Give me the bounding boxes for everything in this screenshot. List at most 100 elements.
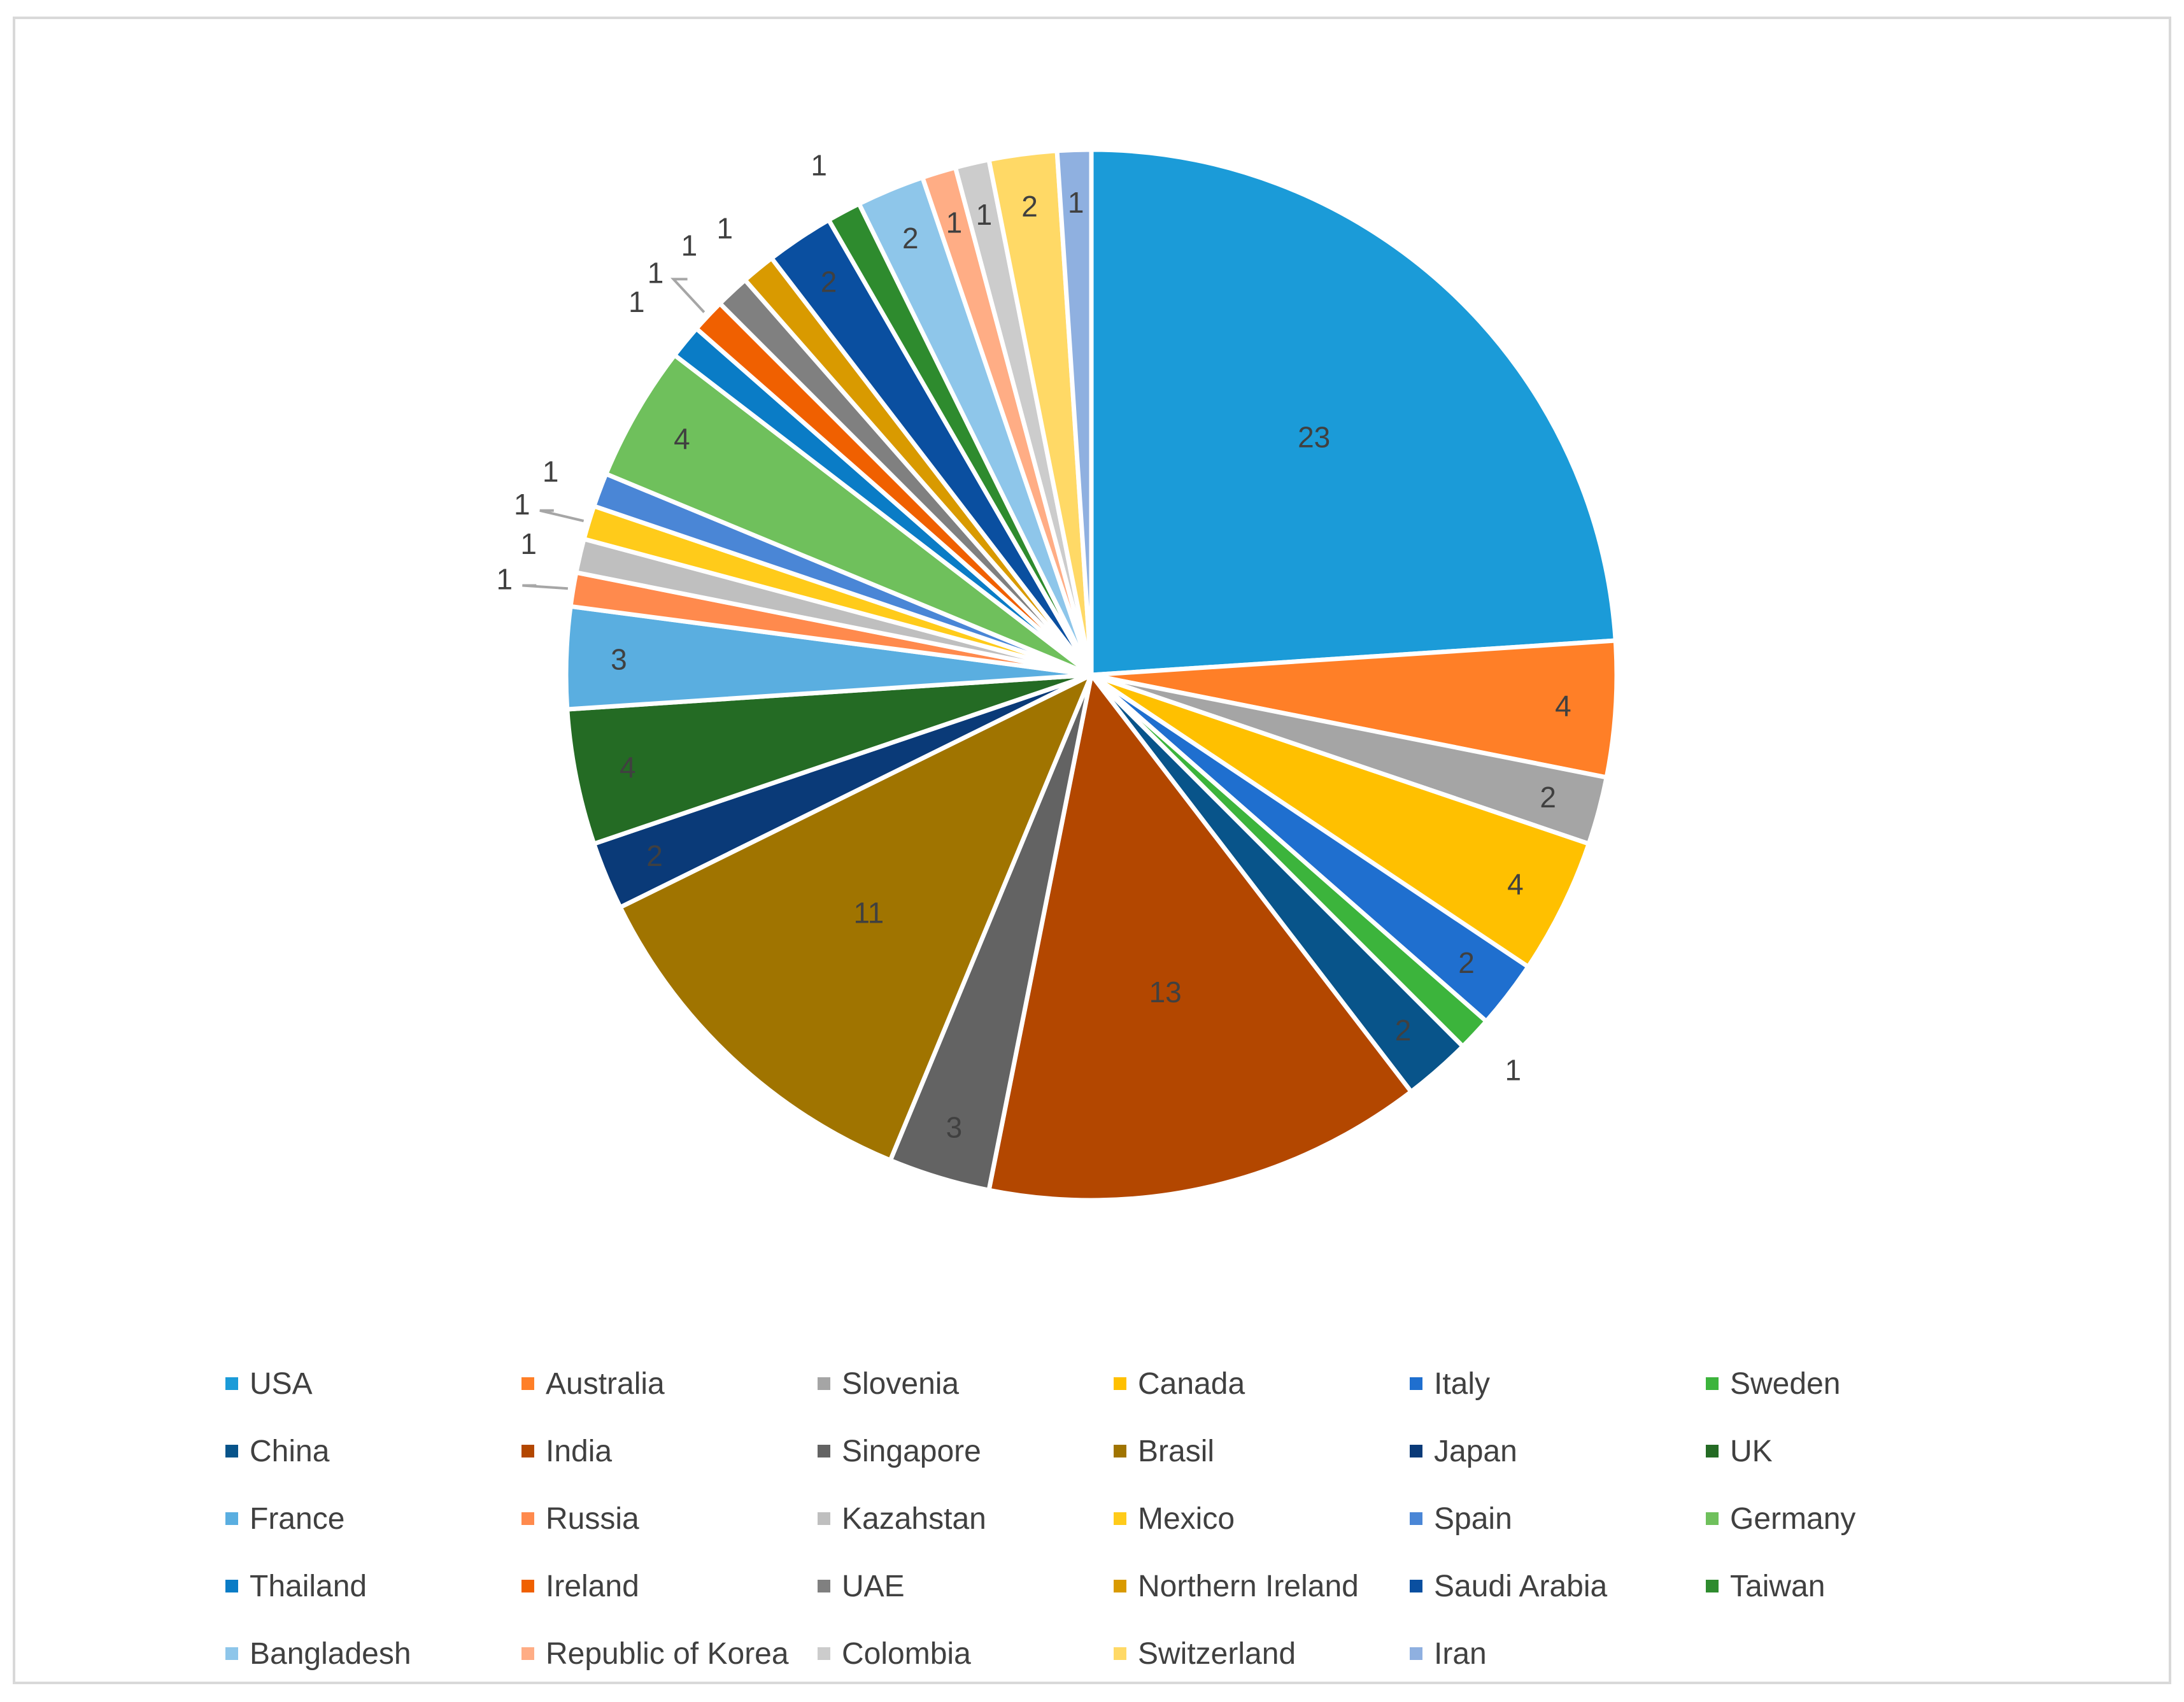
data-label: 1	[976, 198, 993, 231]
legend-swatch	[521, 1647, 534, 1660]
legend-label: Brasil	[1138, 1434, 1215, 1468]
data-label: 1	[520, 527, 537, 560]
legend-swatch	[521, 1580, 534, 1592]
data-label: 1	[628, 285, 645, 318]
legend-item: Brasil	[1114, 1434, 1410, 1469]
legend-label: Colombia	[842, 1636, 971, 1671]
legend-swatch	[1410, 1580, 1422, 1592]
legend-row: Bangladesh Republic of Korea Colombia Switz…	[225, 1620, 2008, 1687]
legend-label: Ireland	[546, 1569, 639, 1603]
legend-label: Taiwan	[1730, 1569, 1826, 1603]
legend: USA Australia Slovenia Canada Italy Sweden Chi…	[225, 1350, 2008, 1687]
legend-label: Saudi Arabia	[1434, 1569, 1608, 1603]
data-label: 11	[853, 896, 884, 929]
legend-item: Australia	[521, 1366, 818, 1401]
legend-swatch	[1410, 1377, 1422, 1390]
data-label: 2	[821, 266, 837, 299]
leader-line	[539, 509, 585, 523]
data-label: 4	[1555, 690, 1571, 723]
pie-slice-brasil	[618, 672, 1094, 1163]
legend-label: Iran	[1434, 1636, 1487, 1671]
legend-label: Mexico	[1138, 1501, 1235, 1536]
chart-frame: 23 4 2 4 2 1 2 13 3 11 2 4 3 1 1 1 1 4 1 1 1 1 2 1 2 1 1 2 1 USA Aust…	[13, 17, 2171, 1684]
legend-swatch	[225, 1377, 238, 1390]
legend-label: Canada	[1138, 1366, 1245, 1401]
data-label: 2	[1540, 781, 1556, 814]
data-label: 2	[646, 839, 663, 872]
legend-item: Canada	[1114, 1366, 1410, 1401]
legend-swatch	[1410, 1445, 1422, 1457]
legend-label: Switzerland	[1138, 1636, 1296, 1671]
legend-swatch	[1114, 1580, 1126, 1592]
legend-row: Thailand Ireland UAE Northern Ireland Saudi …	[225, 1552, 2008, 1620]
leader-line	[670, 278, 706, 313]
legend-label: UK	[1730, 1434, 1773, 1468]
legend-item: India	[521, 1434, 818, 1469]
legend-label: Thailand	[250, 1569, 367, 1603]
legend-item: Sweden	[1706, 1366, 2002, 1401]
legend-label: China	[250, 1434, 330, 1468]
legend-item: Spain	[1410, 1501, 1706, 1536]
legend-item: Colombia	[818, 1636, 1114, 1671]
legend-swatch	[1114, 1647, 1126, 1660]
legend-swatch	[818, 1647, 830, 1660]
legend-label: Spain	[1434, 1501, 1512, 1536]
data-label: 1	[811, 149, 827, 182]
pie-slice-usa	[1089, 147, 1618, 677]
legend-swatch	[521, 1377, 534, 1390]
legend-swatch	[521, 1512, 534, 1525]
legend-label: Germany	[1730, 1501, 1856, 1536]
legend-item: Germany	[1706, 1501, 2002, 1536]
legend-row: France Russia Kazahstan Mexico Spain Germany	[225, 1485, 2008, 1552]
pie-slice-iran	[1054, 147, 1094, 677]
legend-item: Japan	[1410, 1434, 1706, 1469]
legend-item: Thailand	[225, 1569, 521, 1604]
legend-label: Australia	[546, 1366, 665, 1401]
data-label: 1	[497, 562, 513, 595]
legend-item: Ireland	[521, 1569, 818, 1604]
data-label: 1	[681, 229, 698, 262]
legend-swatch	[818, 1377, 830, 1390]
data-label: 4	[1507, 867, 1524, 900]
legend-item: Taiwan	[1706, 1569, 2002, 1604]
legend-swatch	[818, 1580, 830, 1592]
legend-swatch	[1114, 1512, 1126, 1525]
pie-slices	[564, 147, 1619, 1203]
data-label: 2	[1458, 946, 1475, 979]
data-label: 1	[648, 256, 664, 289]
legend-item: Kazahstan	[818, 1501, 1114, 1536]
legend-item: USA	[225, 1366, 521, 1401]
legend-swatch	[1706, 1580, 1719, 1592]
legend-swatch	[1706, 1377, 1719, 1390]
data-label: 2	[1395, 1014, 1412, 1047]
legend-row: USA Australia Slovenia Canada Italy Sweden	[225, 1350, 2008, 1417]
legend-label: India	[546, 1434, 613, 1468]
data-label: 1	[716, 211, 733, 245]
legend-label: Bangladesh	[250, 1636, 411, 1671]
legend-label: Slovenia	[842, 1366, 960, 1401]
legend-swatch	[1410, 1647, 1422, 1660]
legend-item: Saudi Arabia	[1410, 1569, 1706, 1604]
data-label: 4	[620, 751, 636, 784]
legend-item: UAE	[818, 1569, 1114, 1604]
legend-swatch	[1410, 1512, 1422, 1525]
legend-swatch	[225, 1647, 238, 1660]
data-label: 23	[1298, 421, 1330, 454]
legend-swatch	[818, 1512, 830, 1525]
leader-line	[522, 584, 569, 590]
legend-item: Italy	[1410, 1366, 1706, 1401]
legend-swatch	[225, 1512, 238, 1525]
data-label: 3	[946, 1111, 963, 1144]
leader-lines	[522, 278, 706, 590]
legend-row: China India Singapore Brasil Japan UK	[225, 1417, 2008, 1485]
data-label: 1	[542, 455, 559, 488]
legend-label: USA	[250, 1366, 313, 1401]
legend-swatch	[1706, 1445, 1719, 1457]
legend-item: Mexico	[1114, 1501, 1410, 1536]
pie-slice-australia	[1089, 638, 1619, 780]
legend-item: Switzerland	[1114, 1636, 1410, 1671]
legend-label: UAE	[842, 1569, 905, 1603]
data-label: 13	[1149, 975, 1182, 1009]
